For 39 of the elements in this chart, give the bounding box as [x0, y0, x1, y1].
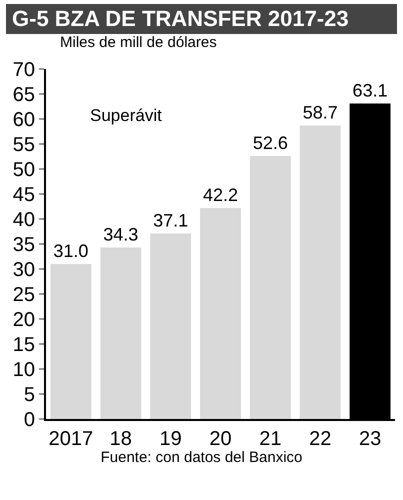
annotation: Superávit: [90, 106, 162, 125]
source-note: Fuente: con datos del Banxico: [100, 449, 304, 466]
y-tick-label: 60: [12, 109, 35, 131]
x-tick-label: 22: [309, 428, 332, 450]
chart-title: G-5 BZA DE TRANSFER 2017-23: [6, 4, 397, 34]
bar: [200, 208, 241, 419]
chart-subtitle: Miles de mill de dólares: [60, 34, 218, 51]
x-tick-label: 23: [358, 428, 382, 450]
bar: [50, 264, 92, 419]
y-tick-label: 45: [12, 184, 35, 206]
x-tick-label: 2017: [48, 428, 94, 450]
data-label: 42.2: [202, 185, 238, 205]
y-tick-label: 30: [12, 259, 35, 281]
y-tick-label: 25: [12, 284, 35, 306]
data-label: 52.6: [252, 133, 288, 153]
bar: [100, 248, 142, 419]
y-tick-label: 0: [24, 409, 35, 431]
bar: [150, 234, 192, 419]
data-label: 37.1: [153, 210, 188, 230]
x-tick-label: 20: [209, 428, 232, 450]
y-tick-label: 5: [24, 384, 35, 406]
data-label: 34.3: [103, 224, 138, 244]
data-label: 31.0: [53, 241, 88, 261]
y-tick-label: 55: [12, 134, 35, 156]
bar: [300, 126, 341, 419]
y-tick-label: 15: [12, 334, 35, 356]
data-label: 63.1: [352, 80, 388, 100]
y-tick-label: 50: [12, 159, 35, 181]
x-tick-label: 18: [110, 428, 132, 450]
y-tick-label: 20: [12, 309, 35, 331]
x-tick-label: 19: [160, 428, 182, 450]
y-tick-label: 35: [12, 234, 35, 256]
y-tick-label: 10: [12, 359, 35, 381]
y-tick-label: 40: [12, 209, 35, 231]
y-tick-label: 70: [12, 59, 35, 81]
bar: [250, 156, 291, 419]
x-tick-label: 21: [259, 428, 282, 450]
y-tick-label: 65: [12, 84, 35, 106]
data-label: 58.7: [302, 102, 338, 122]
